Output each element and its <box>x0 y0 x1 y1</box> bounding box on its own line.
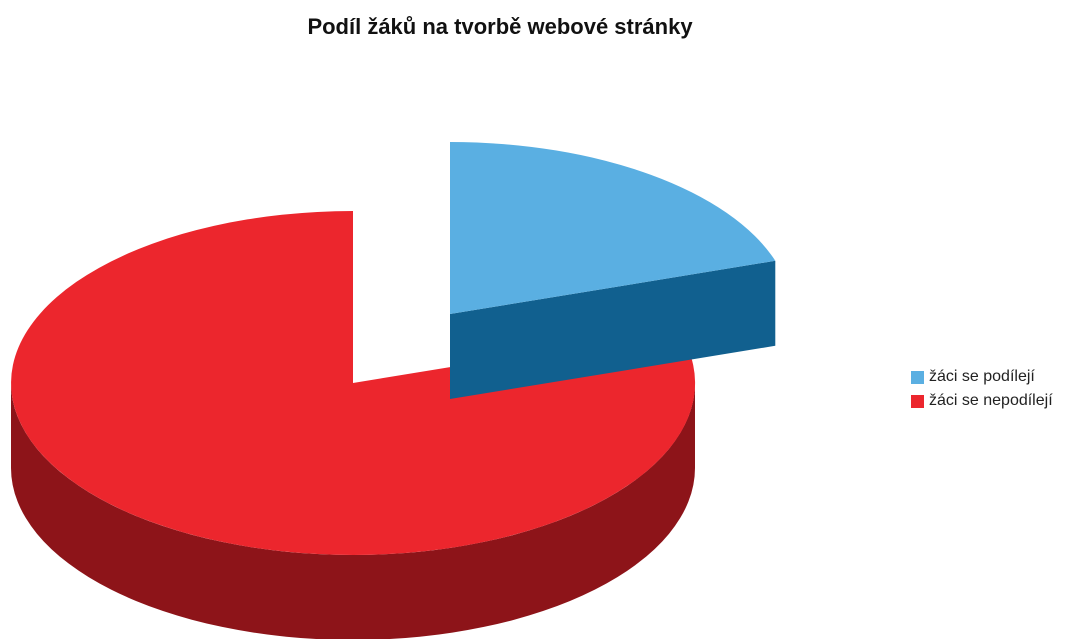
legend-item-nepodileji: žáci se nepodílejí <box>911 389 1053 413</box>
chart-title: Podíl žáků na tvorbě webové stránky <box>307 14 693 39</box>
legend-label-podileji: žáci se podílejí <box>929 368 1035 385</box>
slice-cut-podileji <box>450 260 776 399</box>
slice-podileji <box>450 142 776 399</box>
slice-top-podileji <box>450 142 776 314</box>
slice-side-nepodileji <box>11 383 695 639</box>
legend-swatch-podileji <box>911 370 924 384</box>
legend-item-podileji: žáci se podílejí <box>911 365 1053 389</box>
slice-top-nepodileji <box>11 211 696 555</box>
legend-swatch-nepodileji <box>911 394 924 408</box>
legend-label-nepodileji: žáci se nepodílejí <box>929 392 1053 409</box>
slice-nepodileji <box>11 211 696 639</box>
legend: žáci se podílejí žáci se nepodílejí <box>911 365 1053 413</box>
